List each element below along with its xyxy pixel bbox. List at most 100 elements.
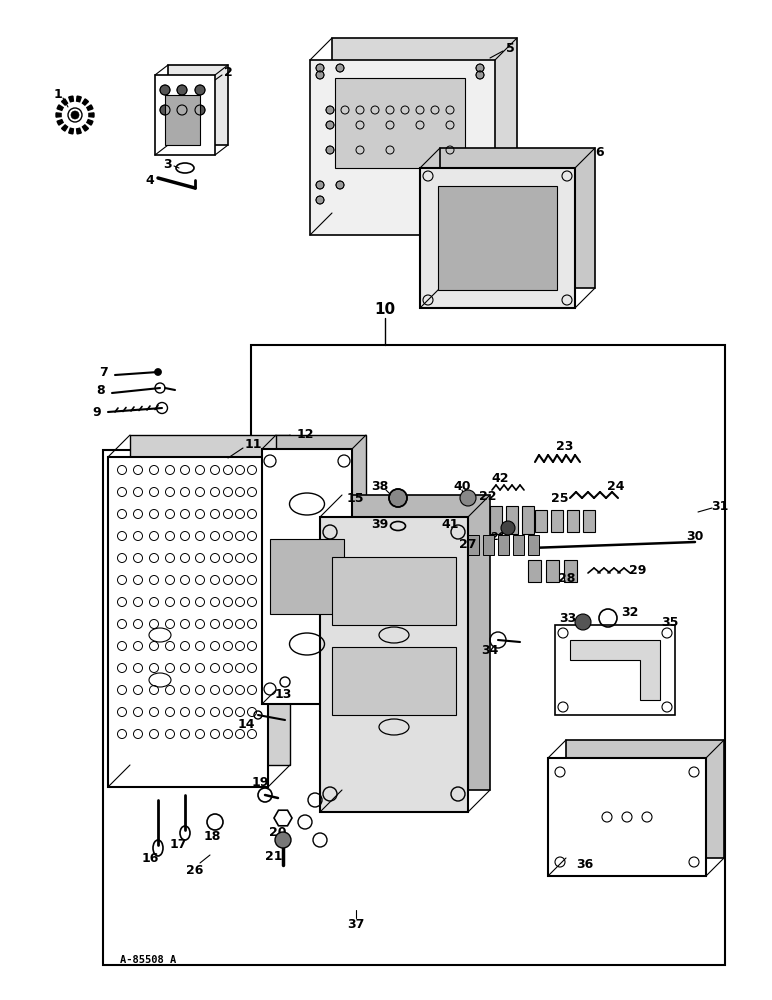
Circle shape <box>160 105 170 115</box>
Circle shape <box>336 181 344 189</box>
Circle shape <box>416 106 424 114</box>
Bar <box>513 535 524 555</box>
Bar <box>332 557 456 625</box>
Circle shape <box>446 106 454 114</box>
Text: 36: 36 <box>577 858 594 871</box>
Circle shape <box>460 490 476 506</box>
Polygon shape <box>69 96 73 102</box>
Bar <box>535 510 547 532</box>
Polygon shape <box>108 457 268 787</box>
Text: 4: 4 <box>146 174 154 186</box>
Text: 3: 3 <box>164 158 172 172</box>
Text: 27: 27 <box>459 538 477 552</box>
Bar <box>555 625 675 715</box>
Circle shape <box>177 85 187 95</box>
Polygon shape <box>570 640 660 700</box>
Text: 26: 26 <box>490 532 506 542</box>
Polygon shape <box>332 38 517 213</box>
Text: 30: 30 <box>686 530 704 544</box>
Text: 9: 9 <box>93 406 101 418</box>
Circle shape <box>160 85 170 95</box>
Text: 16: 16 <box>141 852 159 864</box>
Text: 38: 38 <box>371 481 388 493</box>
Text: 12: 12 <box>296 428 313 442</box>
Circle shape <box>195 85 205 95</box>
Circle shape <box>371 106 379 114</box>
Circle shape <box>389 489 407 507</box>
Text: 18: 18 <box>203 830 221 842</box>
Circle shape <box>71 111 79 119</box>
Text: 21: 21 <box>266 850 283 863</box>
Text: 6: 6 <box>596 145 604 158</box>
Text: 14: 14 <box>237 718 255 730</box>
Polygon shape <box>76 128 81 134</box>
Circle shape <box>476 196 484 204</box>
Circle shape <box>356 146 364 154</box>
Bar <box>528 535 539 555</box>
Text: 31: 31 <box>711 499 729 512</box>
Text: 39: 39 <box>371 518 388 530</box>
Text: 1: 1 <box>53 89 63 102</box>
Circle shape <box>341 106 349 114</box>
Polygon shape <box>62 99 68 105</box>
Polygon shape <box>548 758 706 876</box>
Circle shape <box>431 106 439 114</box>
Text: 41: 41 <box>442 518 459 532</box>
Polygon shape <box>155 75 215 155</box>
Circle shape <box>316 196 324 204</box>
Circle shape <box>336 64 344 72</box>
Circle shape <box>416 121 424 129</box>
Text: 22: 22 <box>479 489 496 502</box>
Bar <box>567 510 579 532</box>
Polygon shape <box>566 740 724 858</box>
Bar <box>546 560 559 582</box>
Bar <box>438 186 557 290</box>
Text: 40: 40 <box>453 480 471 492</box>
Text: 33: 33 <box>560 611 577 624</box>
Polygon shape <box>276 435 366 690</box>
Text: 25: 25 <box>551 491 569 504</box>
Bar <box>483 535 494 555</box>
Circle shape <box>177 105 187 115</box>
Polygon shape <box>342 495 490 790</box>
Polygon shape <box>168 65 228 145</box>
Circle shape <box>476 181 484 189</box>
Text: A-85508 A: A-85508 A <box>120 955 176 965</box>
Circle shape <box>386 106 394 114</box>
Text: 32: 32 <box>621 605 638 618</box>
Circle shape <box>68 108 82 122</box>
Text: 24: 24 <box>608 480 625 492</box>
Text: 15: 15 <box>347 491 364 504</box>
Circle shape <box>326 121 334 129</box>
Bar <box>468 535 479 555</box>
Text: 17: 17 <box>169 838 187 852</box>
Polygon shape <box>440 148 595 288</box>
Circle shape <box>195 105 205 115</box>
Text: 23: 23 <box>557 440 574 454</box>
Circle shape <box>275 832 291 848</box>
Circle shape <box>575 614 591 630</box>
Polygon shape <box>57 105 63 110</box>
Circle shape <box>316 181 324 189</box>
Text: 20: 20 <box>269 826 286 838</box>
Bar <box>332 647 456 715</box>
Polygon shape <box>310 60 495 235</box>
Circle shape <box>401 106 409 114</box>
Circle shape <box>476 64 484 72</box>
Text: 42: 42 <box>491 472 509 485</box>
Circle shape <box>476 71 484 79</box>
Circle shape <box>446 121 454 129</box>
Polygon shape <box>57 120 63 125</box>
Text: 2: 2 <box>224 66 232 79</box>
Circle shape <box>316 71 324 79</box>
Bar <box>564 560 577 582</box>
Polygon shape <box>130 435 290 765</box>
Text: 5: 5 <box>506 41 514 54</box>
Text: 13: 13 <box>274 688 292 702</box>
Polygon shape <box>62 125 68 131</box>
Text: 29: 29 <box>629 564 647 576</box>
Polygon shape <box>56 113 61 117</box>
Text: 35: 35 <box>662 615 679 629</box>
Bar <box>335 78 465 168</box>
Polygon shape <box>83 99 89 105</box>
